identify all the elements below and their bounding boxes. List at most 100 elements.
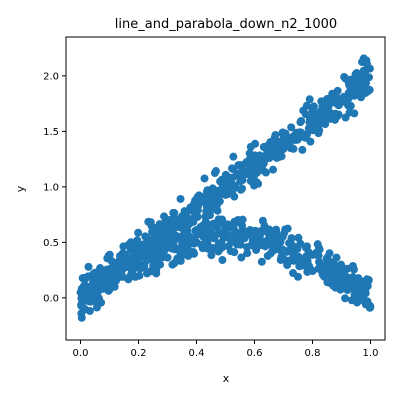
scatter-point bbox=[141, 232, 150, 241]
scatter-point bbox=[355, 276, 364, 285]
scatter-point bbox=[179, 213, 188, 222]
scatter-point bbox=[276, 237, 285, 246]
scatter-point bbox=[238, 184, 247, 193]
scatter-point bbox=[180, 207, 189, 216]
scatter-point bbox=[339, 92, 348, 101]
scatter-point bbox=[296, 118, 305, 127]
scatter-point bbox=[80, 305, 89, 314]
scatter-point bbox=[176, 256, 185, 265]
scatter-point bbox=[176, 194, 185, 203]
scatter-point bbox=[151, 255, 160, 264]
scatter-point bbox=[259, 143, 268, 151]
scatter-point bbox=[177, 235, 186, 244]
scatter-point bbox=[78, 274, 87, 283]
scatter-point bbox=[306, 137, 315, 146]
scatter-point bbox=[125, 257, 134, 266]
scatter-point bbox=[225, 232, 234, 241]
scatter-point bbox=[202, 227, 211, 236]
scatter-point bbox=[323, 253, 332, 262]
scatter-point bbox=[341, 294, 350, 303]
scatter-point bbox=[289, 269, 298, 278]
scatter-point bbox=[84, 297, 93, 306]
scatter-point bbox=[334, 274, 343, 283]
scatter-point bbox=[259, 166, 268, 175]
y-tick-label: 0.0 bbox=[43, 293, 59, 304]
scatter-point bbox=[332, 253, 341, 262]
scatter-point bbox=[97, 298, 106, 307]
scatter-point bbox=[356, 75, 365, 84]
scatter-point bbox=[319, 266, 328, 275]
scatter-point bbox=[248, 232, 257, 241]
y-tick-label: 1.0 bbox=[43, 182, 59, 193]
scatter-point bbox=[347, 76, 356, 85]
scatter-point bbox=[243, 249, 252, 258]
scatter-point bbox=[279, 145, 288, 154]
scatter-point bbox=[78, 291, 87, 300]
scatter-point bbox=[92, 286, 101, 295]
x-axis-ticks: 0.0 0.2 0.4 0.6 0.8 1.0 bbox=[73, 340, 378, 359]
scatter-point bbox=[168, 260, 177, 269]
chart-title: line_and_parabola_down_n2_1000 bbox=[115, 17, 337, 32]
scatter-point bbox=[213, 229, 222, 238]
scatter-point bbox=[148, 227, 157, 236]
scatter-point bbox=[278, 128, 287, 137]
scatter-point bbox=[227, 164, 236, 173]
data-points bbox=[76, 54, 375, 322]
scatter-point bbox=[160, 246, 169, 255]
scatter-point bbox=[327, 266, 336, 275]
scatter-point bbox=[361, 89, 370, 98]
scatter-point bbox=[187, 233, 196, 242]
scatter-point bbox=[319, 114, 328, 123]
scatter-point bbox=[234, 169, 243, 178]
scatter-point bbox=[362, 275, 371, 284]
y-tick-label: 1.5 bbox=[43, 127, 59, 138]
scatter-point bbox=[109, 264, 118, 273]
scatter-point bbox=[296, 129, 305, 138]
scatter-point bbox=[353, 291, 362, 300]
scatter-point bbox=[199, 243, 208, 252]
x-tick-label: 0.8 bbox=[305, 348, 321, 359]
scatter-point bbox=[202, 207, 211, 216]
scatter-point bbox=[251, 139, 260, 148]
scatter-point bbox=[277, 253, 286, 262]
scatter-point bbox=[298, 145, 307, 154]
scatter-point bbox=[105, 285, 114, 294]
scatter-point bbox=[163, 253, 172, 262]
scatter-point bbox=[230, 217, 239, 226]
scatter-point bbox=[219, 189, 228, 198]
scatter-point bbox=[249, 170, 258, 179]
scatter-point bbox=[323, 278, 332, 287]
scatter-point bbox=[138, 246, 147, 255]
scatter-point bbox=[304, 124, 313, 133]
scatter-point bbox=[170, 213, 178, 222]
scatter-point bbox=[192, 225, 201, 234]
y-axis-label: y bbox=[14, 185, 27, 192]
scatter-point bbox=[252, 178, 261, 187]
scatter-point bbox=[118, 255, 127, 264]
scatter-point bbox=[330, 115, 339, 124]
scatter-point bbox=[329, 281, 338, 290]
scatter-point bbox=[245, 149, 254, 158]
scatter-point bbox=[289, 144, 298, 153]
scatter-point bbox=[166, 224, 175, 233]
scatter-point bbox=[287, 234, 296, 243]
scatter-point bbox=[228, 173, 237, 182]
scatter-point bbox=[129, 243, 138, 252]
scatter-point bbox=[218, 219, 227, 228]
scatter-point bbox=[258, 216, 267, 225]
scatter-point bbox=[178, 220, 187, 229]
scatter-point bbox=[272, 228, 281, 237]
scatter-point bbox=[115, 270, 124, 279]
y-axis-ticks: 0.0 0.5 1.0 1.5 2.0 bbox=[43, 71, 66, 304]
scatter-point bbox=[210, 169, 219, 178]
scatter-point bbox=[209, 244, 218, 253]
scatter-point bbox=[134, 228, 143, 237]
scatter-point bbox=[336, 265, 345, 274]
scatter-point bbox=[160, 212, 169, 221]
scatter-point bbox=[269, 165, 278, 174]
scatter-point bbox=[266, 249, 275, 258]
scatter-point bbox=[318, 102, 327, 111]
scatter-point bbox=[149, 246, 158, 255]
scatter-point bbox=[212, 201, 221, 210]
